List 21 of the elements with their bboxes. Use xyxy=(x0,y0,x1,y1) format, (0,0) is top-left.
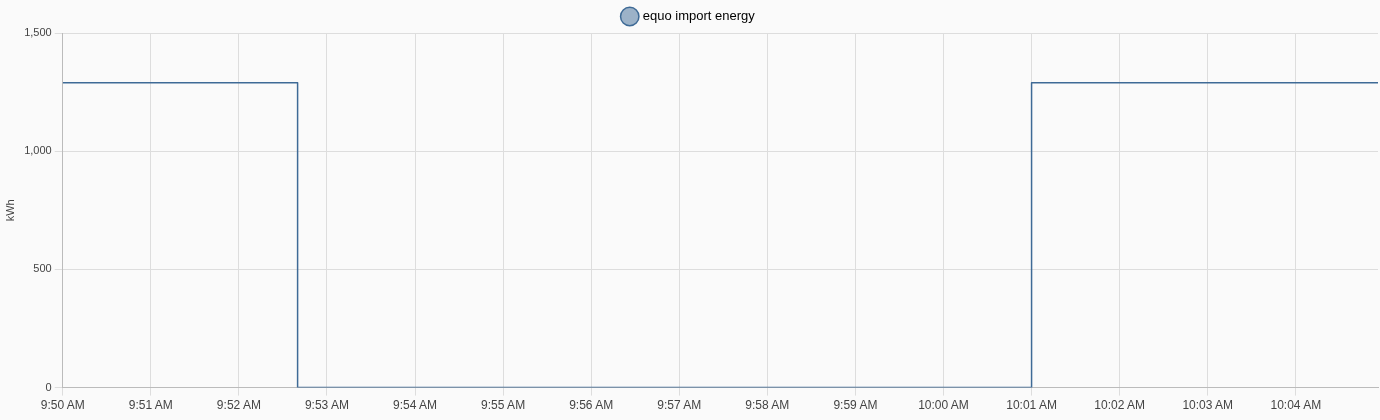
x-tick-label: 9:51 AM xyxy=(128,398,173,413)
x-tick-label: 10:03 AM xyxy=(1182,398,1234,413)
x-tick-label: 9:55 AM xyxy=(481,398,526,413)
y-tick-label: 0 xyxy=(45,380,52,393)
x-tick-label: 9:53 AM xyxy=(304,398,349,413)
x-tick-label: 9:52 AM xyxy=(216,398,261,413)
x-tick-label: 9:58 AM xyxy=(745,398,790,413)
x-tick-label: 9:54 AM xyxy=(393,398,438,413)
x-tick-label: 9:57 AM xyxy=(657,398,702,413)
legend-label: equo import energy xyxy=(642,8,756,24)
y-tick-label: 500 xyxy=(33,262,52,275)
x-tick-label: 9:50 AM xyxy=(40,398,85,413)
x-tick-label: 10:00 AM xyxy=(918,398,969,413)
x-tick-label: 10:04 AM xyxy=(1270,398,1322,413)
y-axis-title: kWh xyxy=(3,199,16,222)
x-tick-label: 9:59 AM xyxy=(833,398,878,413)
y-tick-label: 1,000 xyxy=(24,144,52,157)
x-tick-label: 10:02 AM xyxy=(1094,398,1145,413)
x-tick-label: 9:56 AM xyxy=(569,398,614,413)
x-tick-label: 10:01 AM xyxy=(1006,398,1057,413)
y-tick-label: 1,500 xyxy=(24,26,52,39)
